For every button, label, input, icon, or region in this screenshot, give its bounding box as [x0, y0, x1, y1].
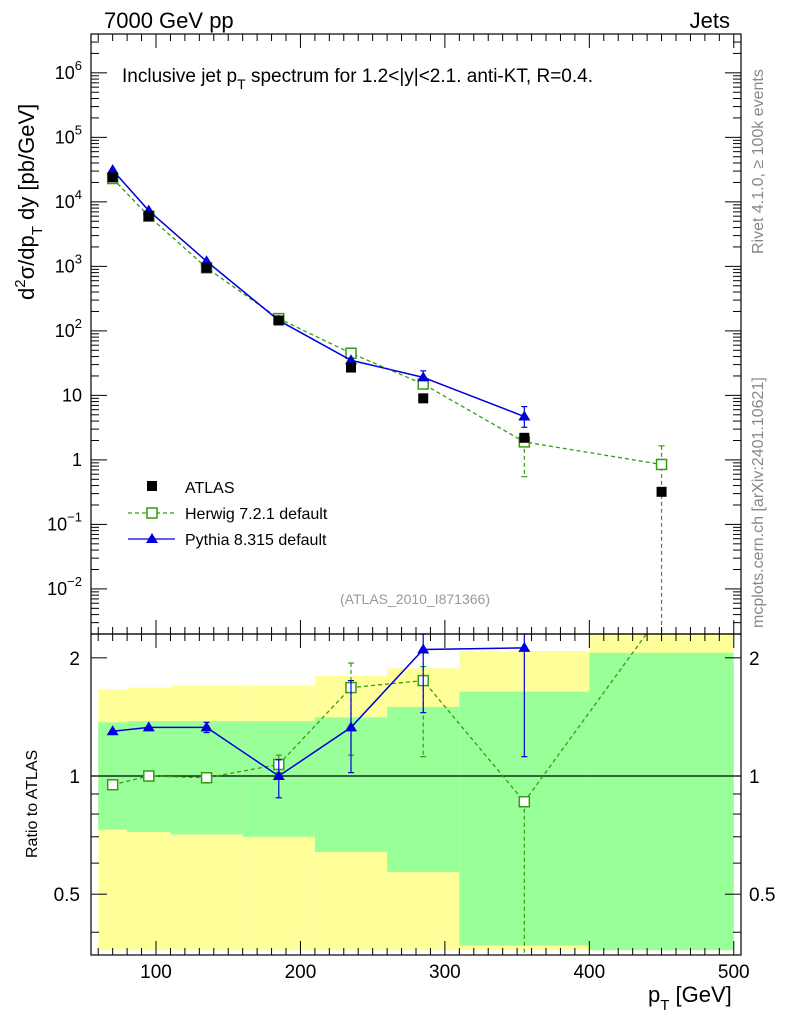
main-ytick-label: 10 [62, 385, 82, 405]
main-ytick-label: 105 [55, 122, 82, 147]
atlas-point [107, 172, 118, 183]
xlabel-pre: p [648, 982, 660, 1007]
pythia-point [417, 371, 430, 382]
herwig-line [112, 178, 662, 466]
ytick-exp: 4 [75, 187, 82, 202]
atlas-point [273, 315, 284, 326]
header-right: Jets [690, 8, 730, 33]
main-ylabel: d2σ/dpT dy [pb/GeV] [12, 104, 46, 300]
ratio-xtick-label: 300 [429, 962, 461, 983]
pythia-ratio-point [106, 725, 119, 736]
ratio-xtick-label: 100 [140, 962, 172, 983]
main-ytick-label: 104 [55, 187, 82, 212]
pythia-point [106, 164, 119, 175]
xlabel-sub: T [660, 997, 669, 1014]
main-ytick-label: 103 [55, 251, 82, 276]
ytick-base: 10 [55, 256, 75, 276]
main-title-rest: spectrum for 1.2<|y|<2.1. anti-KT, R=0.4… [246, 66, 593, 87]
main-title-sub: T [237, 76, 246, 92]
ratio-ytick-label-left: 1 [69, 767, 80, 788]
ytick-base: 10 [47, 579, 67, 599]
ytick-base: 10 [47, 514, 67, 534]
herwig-point [655, 458, 668, 471]
ylabel-pre: d [14, 288, 39, 300]
band-inner-5 [387, 706, 460, 872]
atlas-point [143, 211, 154, 222]
main-ytick-label: 1 [72, 450, 82, 470]
ytick-exp: 6 [75, 58, 82, 73]
atlas-point [346, 362, 356, 373]
ytick-exp: 3 [75, 251, 82, 266]
pythia-ratio-point [345, 721, 357, 732]
ytick-exp: −1 [67, 509, 82, 524]
legend-herwig-label: Herwig 7.2.1 default [185, 506, 328, 523]
pythia-point [200, 255, 213, 266]
legend-atlas-label: ATLAS [185, 480, 235, 497]
xlabel-post: [GeV] [669, 982, 731, 1007]
header-left: 7000 GeV pp [104, 8, 234, 33]
pythia-point [345, 354, 357, 365]
ratio-xtick-label: 500 [718, 962, 750, 983]
ytick-base: 10 [62, 385, 82, 405]
legend-herwig-marker [146, 507, 158, 519]
ratio-ytick-label-left: 2 [69, 649, 80, 670]
legend-atlas-marker [147, 481, 157, 491]
ylabel-mid: σ/dp [14, 235, 39, 279]
main-title-text: Inclusive jet p [122, 66, 237, 87]
pythia-ratio-point [417, 643, 430, 654]
legend-pythia-marker [146, 533, 158, 543]
main-series [106, 164, 668, 634]
analysis-id: (ATLAS_2010_I871366) [340, 591, 490, 607]
ratio-ytick-label-right: 2 [749, 649, 760, 670]
main-title: Inclusive jet pT spectrum for 1.2<|y|<2.… [122, 66, 593, 92]
pythia-ratio-point [142, 721, 155, 732]
pythia-ratio-point [272, 770, 285, 781]
pythia-point [518, 410, 531, 421]
ytick-base: 10 [55, 192, 75, 212]
ytick-base: 1 [72, 450, 82, 470]
ratio-ytick-label-right: 1 [749, 767, 760, 788]
ylabel-sub: T [29, 226, 46, 235]
ratio-xtick-label: 400 [573, 962, 605, 983]
ytick-exp: 5 [75, 122, 82, 137]
atlas-point [201, 262, 212, 273]
pythia-line [112, 169, 525, 418]
pythia-ratio-point [518, 641, 531, 652]
herwig-ratio-point [200, 771, 213, 784]
main-ytick-label: 106 [55, 58, 82, 83]
main-ytick-label: 10−2 [47, 574, 82, 599]
ytick-base: 10 [55, 63, 75, 83]
mcplots-text: mcplots.cern.ch [arXiv:2401.10621] [750, 377, 767, 628]
ratio-xtick-label: 200 [285, 962, 317, 983]
ratio-ytick-label-right: 0.5 [749, 885, 775, 906]
legend-pythia-label: Pythia 8.315 default [185, 532, 327, 549]
main-ytick-label: 102 [55, 316, 82, 341]
atlas-point [418, 393, 429, 404]
ylabel-post: dy [pb/GeV] [14, 104, 39, 226]
ratio-ylabel: Ratio to ATLAS [24, 750, 41, 858]
legend: ATLAS Herwig 7.2.1 default Pythia 8.315 … [128, 480, 328, 549]
herwig-ratio-point [106, 779, 119, 791]
ytick-base: 10 [55, 127, 75, 147]
pythia-ratio-point [200, 721, 213, 732]
ytick-exp: 2 [75, 316, 82, 331]
atlas-point [519, 432, 530, 443]
herwig-ratio-point [143, 770, 155, 782]
band-inner-7 [589, 652, 734, 951]
herwig-ratio-point [518, 795, 531, 808]
ratio-xlabel: pT [GeV] [648, 982, 732, 1014]
main-ytick-label: 10−1 [47, 509, 82, 534]
ratio-ytick-label-left: 0.5 [54, 885, 80, 906]
ylabel-sup: 2 [12, 279, 29, 287]
ytick-exp: −2 [67, 574, 82, 589]
atlas-point [656, 486, 667, 497]
herwig-ratio-line [112, 633, 647, 803]
ytick-base: 10 [55, 321, 75, 341]
rivet-text: Rivet 4.1.0, ≥ 100k events [750, 69, 767, 254]
